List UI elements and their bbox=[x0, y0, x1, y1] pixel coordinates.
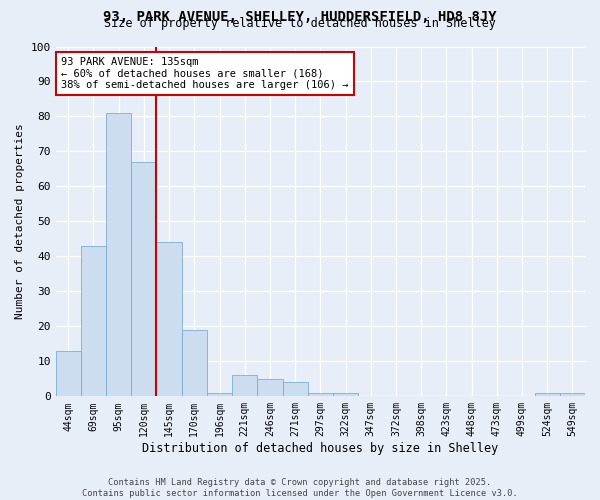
Bar bbox=[81, 246, 106, 396]
Text: 93, PARK AVENUE, SHELLEY, HUDDERSFIELD, HD8 8JY: 93, PARK AVENUE, SHELLEY, HUDDERSFIELD, … bbox=[103, 10, 497, 24]
Bar bbox=[157, 242, 182, 396]
Bar bbox=[560, 393, 585, 396]
Bar bbox=[106, 113, 131, 397]
X-axis label: Distribution of detached houses by size in Shelley: Distribution of detached houses by size … bbox=[142, 442, 499, 455]
Text: Contains HM Land Registry data © Crown copyright and database right 2025.
Contai: Contains HM Land Registry data © Crown c… bbox=[82, 478, 518, 498]
Y-axis label: Number of detached properties: Number of detached properties bbox=[15, 124, 25, 320]
Bar bbox=[131, 162, 157, 396]
Bar bbox=[257, 379, 283, 396]
Bar bbox=[333, 393, 358, 396]
Bar bbox=[283, 382, 308, 396]
Bar bbox=[308, 393, 333, 396]
Bar bbox=[535, 393, 560, 396]
Bar bbox=[182, 330, 207, 396]
Text: Size of property relative to detached houses in Shelley: Size of property relative to detached ho… bbox=[104, 18, 496, 30]
Bar bbox=[56, 351, 81, 397]
Text: 93 PARK AVENUE: 135sqm
← 60% of detached houses are smaller (168)
38% of semi-de: 93 PARK AVENUE: 135sqm ← 60% of detached… bbox=[61, 57, 349, 90]
Bar bbox=[232, 376, 257, 396]
Bar bbox=[207, 393, 232, 396]
